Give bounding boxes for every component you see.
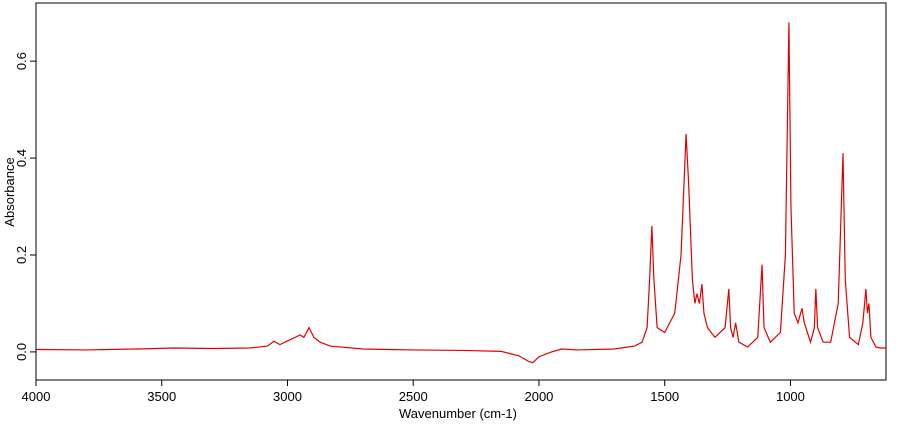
x-tick-label: 1000 [776,389,805,404]
x-tick-label: 3000 [273,389,302,404]
x-tick-label: 2500 [399,389,428,404]
plot-frame [35,2,887,381]
y-tick-label: 0.0 [14,343,29,361]
x-tick-label: 1500 [650,389,679,404]
x-tick-label: 3500 [147,389,176,404]
y-tick-label: 0.4 [14,149,29,167]
spectrum-line [35,22,886,364]
y-tick-label: 0.6 [14,52,29,70]
x-axis-label: Wavenumber (cm-1) [399,406,517,421]
y-axis-label: Absorbance [2,157,17,226]
y-tick-label: 0.2 [14,246,29,264]
x-tick-label: 4000 [22,389,51,404]
x-tick-label: 2000 [524,389,553,404]
